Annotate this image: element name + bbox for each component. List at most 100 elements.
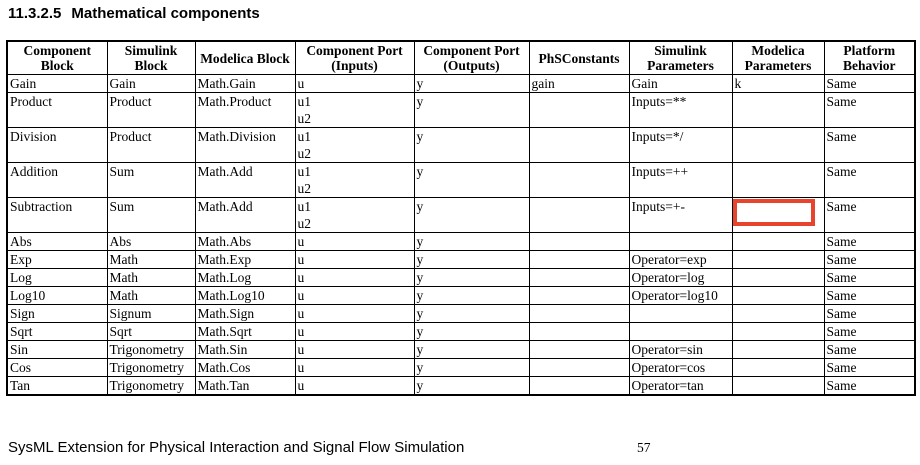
table-row: Log Math Math.Log u y Operator=log Same <box>6 268 916 287</box>
table-cell: Signum <box>106 304 196 323</box>
table-cell <box>731 127 825 163</box>
table-cell: Math.Gain <box>194 74 296 93</box>
table-cell <box>731 250 825 269</box>
table-cell: y <box>413 74 530 93</box>
table-cell: Same <box>823 304 916 323</box>
table-cell: y <box>413 162 530 198</box>
table-cell <box>528 376 630 396</box>
column-header: Modelica Parameters <box>731 40 825 75</box>
table-cell: y <box>413 232 530 251</box>
table-cell <box>731 232 825 251</box>
table-cell: Product <box>6 92 108 128</box>
table-cell: y <box>413 92 530 128</box>
table-cell <box>528 340 630 359</box>
table-row: Sin Trigonometry Math.Sin u y Operator=sin Sam… <box>6 340 916 359</box>
table-cell: Operator=exp <box>628 250 733 269</box>
table-cell <box>528 197 630 233</box>
table-cell: y <box>413 127 530 163</box>
column-header: PhSConstants <box>528 40 630 75</box>
table-cell: Same <box>823 376 916 396</box>
table-cell: Same <box>823 268 916 287</box>
table-cell: Math.Add <box>194 162 296 198</box>
table-cell: Cos <box>6 358 108 377</box>
table-cell <box>731 304 825 323</box>
table-cell: Same <box>823 322 916 341</box>
table-cell <box>528 92 630 128</box>
table-cell <box>731 197 825 233</box>
table-cell: y <box>413 268 530 287</box>
section-heading: 11.3.2.5 Mathematical components <box>8 5 260 22</box>
table-row: Addition Sum Math.Add u1 u2 y Inputs=++ Same <box>6 162 916 198</box>
table-cell <box>528 250 630 269</box>
table-cell: Operator=log <box>628 268 733 287</box>
table-cell <box>528 322 630 341</box>
table-cell: Log10 <box>6 286 108 305</box>
table-cell <box>731 268 825 287</box>
table-cell: Abs <box>6 232 108 251</box>
table-cell: Same <box>823 232 916 251</box>
table-header-row: Component Block Simulink Block Modelica Bl… <box>6 40 916 75</box>
table-cell: Math.Log <box>194 268 296 287</box>
table-row: Division Product Math.Division u1 u2 y Inputs… <box>6 127 916 163</box>
table-cell: Same <box>823 74 916 93</box>
table-cell: Addition <box>6 162 108 198</box>
table-cell <box>528 304 630 323</box>
table-cell <box>628 232 733 251</box>
table-cell: y <box>413 250 530 269</box>
table-cell: Same <box>823 197 916 233</box>
table-cell: Math.Cos <box>194 358 296 377</box>
table-cell: u <box>294 74 415 93</box>
table-cell <box>528 268 630 287</box>
table-cell: u1 u2 <box>294 162 415 198</box>
table-cell: u <box>294 232 415 251</box>
table-cell: Operator=tan <box>628 376 733 396</box>
table-cell: Subtraction <box>6 197 108 233</box>
table-cell: u <box>294 358 415 377</box>
table-row: Product Product Math.Product u1 u2 y Inputs=*… <box>6 92 916 128</box>
table-cell: y <box>413 358 530 377</box>
table-cell: Math <box>106 286 196 305</box>
column-header: Platform Behavior <box>823 40 916 75</box>
table-cell: Operator=cos <box>628 358 733 377</box>
table-cell: Sum <box>106 197 196 233</box>
table-row: Sign Signum Math.Sign u y Same <box>6 304 916 323</box>
table-cell <box>528 286 630 305</box>
table-cell: u <box>294 340 415 359</box>
table-cell: Sqrt <box>106 322 196 341</box>
table-cell: y <box>413 304 530 323</box>
table-cell: Trigonometry <box>106 358 196 377</box>
table-cell <box>628 322 733 341</box>
table-cell: Exp <box>6 250 108 269</box>
table-cell: Math.Division <box>194 127 296 163</box>
table-cell: Division <box>6 127 108 163</box>
table-cell: Same <box>823 358 916 377</box>
highlight-box <box>733 199 815 226</box>
table-cell: Gain <box>6 74 108 93</box>
table-cell: Sum <box>106 162 196 198</box>
table-cell: u <box>294 286 415 305</box>
table-cell: Math.Exp <box>194 250 296 269</box>
table-cell: u1 u2 <box>294 197 415 233</box>
table-cell <box>731 340 825 359</box>
table-cell: Math <box>106 250 196 269</box>
table-row: Abs Abs Math.Abs u y Same <box>6 232 916 251</box>
table-cell <box>628 304 733 323</box>
table-cell: k <box>731 74 825 93</box>
table-cell: u <box>294 304 415 323</box>
table-cell: Math.Log10 <box>194 286 296 305</box>
table-cell: Same <box>823 92 916 128</box>
footer-title: SysML Extension for Physical Interaction… <box>8 439 465 456</box>
table-cell: y <box>413 197 530 233</box>
table-cell <box>528 162 630 198</box>
table-cell <box>731 376 825 396</box>
table-cell: Math.Product <box>194 92 296 128</box>
column-header: Component Port (Outputs) <box>413 40 530 75</box>
page-number: 57 <box>637 440 651 455</box>
table-cell: Same <box>823 286 916 305</box>
table-cell: y <box>413 340 530 359</box>
table-cell: Same <box>823 162 916 198</box>
table-cell: Trigonometry <box>106 340 196 359</box>
components-table: Component Block Simulink Block Modelica Bl… <box>6 40 916 396</box>
table-cell: y <box>413 286 530 305</box>
